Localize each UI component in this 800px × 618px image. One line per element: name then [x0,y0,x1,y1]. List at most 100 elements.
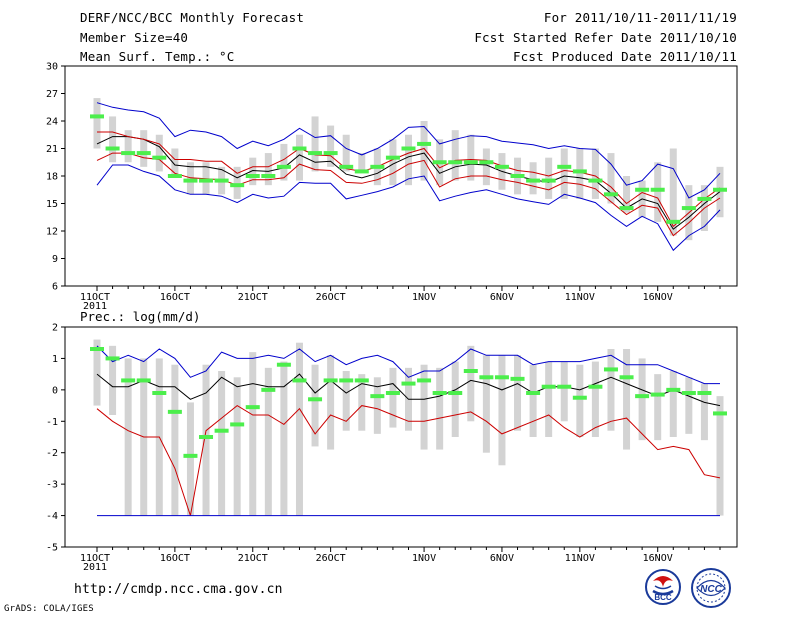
prec-title: Prec.: log(mm/d) [80,309,200,324]
temp-bar [327,125,335,167]
temp-y-tick-label: 24 [46,117,58,128]
prec-bar [171,364,179,516]
website-url[interactable]: http://cmdp.ncc.cma.gov.cn [74,582,283,597]
temp-bar [171,148,179,176]
temp-member-mark [339,164,354,169]
temp-member-mark [276,164,291,169]
prec-member-mark [417,378,432,383]
temp-bar [591,148,599,199]
prec-bar [218,371,226,516]
temp-bar [482,148,490,186]
prec-member-mark [603,367,618,372]
temp-member-mark [370,164,385,169]
prec-bar [249,352,257,516]
temp-year-label: 2011 [83,301,107,312]
temp-y-tick-label: 27 [46,89,58,100]
temp-member-mark [105,146,120,151]
prec-bar [576,364,584,437]
temp-member-mark [417,141,432,146]
temp-member-mark [713,187,727,192]
prec-bar [654,374,662,441]
prec-member-mark [308,397,323,402]
prec-bar [591,361,599,437]
temp-member-mark [432,160,447,165]
temp-plot-frame [64,65,738,287]
temp-member-mark [479,160,494,165]
prec-member-mark [463,369,478,373]
prec-bar [498,355,506,466]
prec-member-mark [401,381,416,386]
temp-y-tick-label: 6 [52,282,58,293]
prec-member-mark [370,394,385,399]
prec-bar [186,402,194,516]
temp-member-mark [385,155,400,160]
prec-bar [560,361,568,422]
temp-y-tick-label: 18 [46,172,58,183]
temp-member-mark [650,187,665,192]
prec-member-mark [510,376,525,381]
temp-x-tick-label: 11OCT [80,292,110,303]
produced-date: Fcst Produced Date 2011/10/11 [512,49,737,64]
prec-member-mark [323,378,338,383]
temp-bar [249,157,257,186]
prec-line-spread_lo [96,404,721,516]
temp-member-mark [526,178,541,183]
prec-member-mark [214,428,229,433]
temp-bar [124,130,132,163]
temp-member-mark [463,160,478,165]
bcc-logo: BCC [645,569,681,605]
prec-bar [436,367,444,450]
temp-y-tick-label: 12 [46,227,58,238]
temp-member-mark [136,151,151,156]
temp-bar [264,153,272,186]
temp-member-mark [603,192,618,197]
temp-member-mark [510,174,525,178]
prec-bar [358,374,366,431]
temp-y-tick-label: 15 [46,199,58,210]
temp-member-mark [494,164,509,169]
prec-member-mark [494,375,509,380]
prec-x-tick-label: 16OCT [160,553,190,564]
prec-bar [327,355,335,450]
temp-x-tick-label: 11NOV [565,292,595,303]
temp-x-tick-label: 16NOV [643,292,673,303]
prec-y-tick-label: -2 [46,448,58,459]
temp-bar [140,130,148,167]
temp-bar [654,162,662,222]
temp-member-mark [90,114,104,119]
temp-member-mark [183,178,198,183]
temp-bar [389,139,397,186]
prec-y-tick-label: -1 [46,417,58,428]
prec-bar [514,355,522,431]
prec-member-mark [448,391,463,395]
temp-bar [358,153,366,172]
prec-member-mark [479,375,494,380]
prec-bar [202,364,210,516]
temp-member-mark [214,178,229,183]
variable-label: Mean Surf. Temp.: °C [80,49,235,64]
forecast-period: For 2011/10/11-2011/11/19 [543,10,737,25]
temp-member-mark [588,178,603,183]
prec-y-tick-label: 1 [52,354,58,365]
prec-bar [295,342,303,516]
prec-member-mark [276,362,291,367]
prec-y-tick-label: 2 [52,323,58,334]
prec-bar [607,349,615,431]
prec-bar [373,377,381,434]
prec-member-mark [385,391,400,395]
prec-bar [93,339,101,406]
temp-x-tick-label: 1NOV [412,292,436,303]
temp-member-mark [167,174,182,178]
prec-bar [482,355,490,453]
temp-member-mark [121,151,136,156]
prec-bar [342,371,350,431]
temp-member-mark [619,206,634,211]
prec-bar [685,377,693,434]
temp-member-mark [152,155,167,160]
prec-bar [716,396,724,516]
prec-y-tick-label: -4 [46,511,58,522]
temp-x-tick-label: 6NOV [490,292,514,303]
prec-member-mark [557,384,572,389]
temp-member-mark [323,151,338,156]
